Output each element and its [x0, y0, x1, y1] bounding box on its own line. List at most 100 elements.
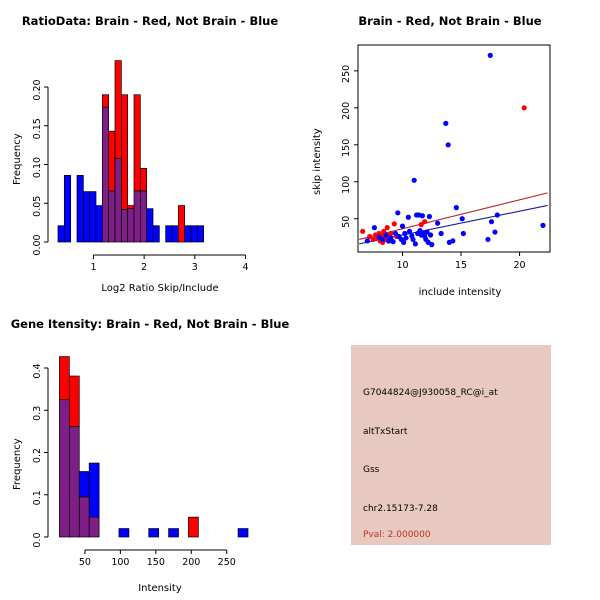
hist-bar	[57, 225, 65, 243]
plot-frame	[357, 44, 551, 253]
ratio-hist-yaxis: 0.00 0.05 0.10 0.15 0.20	[32, 79, 49, 256]
scatter-point	[403, 235, 409, 241]
scatter-point	[424, 229, 430, 235]
x-tick-label: 3	[192, 262, 198, 273]
x-tick-label: 150	[147, 557, 165, 568]
ratio-hist-bars	[57, 60, 205, 243]
hist-bar-top	[88, 462, 100, 518]
hist-bar	[95, 205, 103, 243]
scatter-point	[392, 230, 399, 237]
ratio-hist-title: RatioData: Brain - Red, Not Brain - Blue	[21, 14, 279, 28]
hist-bar	[146, 208, 154, 243]
scatter-point	[412, 241, 418, 247]
hist-bar	[184, 225, 192, 243]
x-tick-label: 10	[396, 260, 408, 271]
x-tick-label: 200	[182, 557, 200, 568]
scatter-yaxis: 50 100 150 200 250	[341, 65, 358, 228]
scatter-point	[371, 225, 377, 231]
scatter-point	[405, 214, 411, 220]
x-tick-label: 50	[79, 557, 91, 568]
gene-hist-xaxis: 50 100 150 200 250	[79, 549, 236, 568]
scatter-point	[390, 239, 396, 245]
scatter-point	[426, 213, 433, 220]
hist-bar-overlap	[127, 208, 135, 243]
hist-bar-overlap	[78, 496, 90, 538]
gene-hist-yaxis: 0.0 0.1 0.2 0.3 0.4	[32, 363, 49, 548]
hist-bar	[190, 225, 198, 243]
hist-bar-top	[101, 94, 110, 108]
scatter-point	[494, 212, 500, 218]
x-tick-label: 250	[218, 557, 236, 568]
scatter-point	[460, 230, 466, 237]
hist-bar-top	[133, 94, 141, 192]
hist-bar-top	[120, 94, 129, 210]
info-gene: Gss	[363, 465, 380, 475]
scatter-points	[360, 52, 546, 248]
ratio-hist-xaxis: 1 2 3 4	[90, 254, 248, 273]
hist-bar	[63, 175, 72, 243]
hist-bar-overlap	[101, 106, 110, 243]
hist-bar	[165, 225, 173, 243]
scatter-point	[384, 225, 390, 231]
scatter-point	[383, 232, 389, 238]
scatter-plot: 50 100 150 200 250 10 15 20	[341, 44, 551, 271]
panel-scatter: Brain - Red, Not Brain - Blue skip inten…	[300, 0, 600, 300]
scatter-title: Brain - Red, Not Brain - Blue	[358, 14, 542, 28]
x-tick-label: 1	[90, 262, 96, 273]
gene-histogram-plot: 0.0 0.1 0.2 0.3 0.4 50 100 150 200 250	[32, 356, 249, 568]
scatter-point	[388, 230, 394, 237]
hist-bar	[76, 175, 84, 243]
y-tick-label: 0.3	[32, 406, 43, 421]
x-tick-label: 15	[455, 260, 467, 271]
panel-gene-histogram: Gene Itensity: Brain - Red, Not Brain - …	[0, 300, 300, 600]
y-tick-label: 250	[341, 65, 352, 83]
scatter-point	[487, 52, 493, 58]
hist-bar	[168, 528, 179, 538]
info-locus: chr2.15173-7.28	[363, 504, 438, 514]
hist-bar	[188, 516, 199, 538]
scatter-point	[411, 177, 417, 183]
hist-bar-overlap	[114, 157, 122, 243]
scatter-point	[459, 216, 465, 222]
scatter-point	[402, 230, 408, 237]
scatter-point	[445, 142, 451, 148]
hist-bar	[196, 225, 205, 243]
hist-bar-top	[127, 205, 135, 210]
hist-bar-overlap	[120, 209, 129, 243]
gene-hist-bars	[59, 356, 249, 538]
scatter-point	[485, 236, 491, 243]
scatter-point	[438, 230, 444, 237]
scatter-point	[521, 105, 527, 111]
y-tick-label: 0.20	[32, 79, 43, 100]
scatter-xaxis: 10 15 20	[396, 252, 526, 271]
x-tick-label: 4	[242, 262, 248, 273]
scatter-point	[360, 228, 366, 234]
hist-bar	[148, 528, 160, 538]
scatter-point	[488, 219, 495, 225]
hist-bar-overlap	[139, 190, 148, 243]
y-tick-label: 50	[341, 216, 352, 228]
hist-bar-top	[108, 130, 116, 192]
x-tick-label: 20	[514, 260, 526, 271]
scatter-point	[443, 120, 449, 126]
info-probe-id: G7044824@J930058_RC@i_at	[363, 388, 498, 398]
y-tick-label: 0.2	[32, 448, 43, 463]
ratio-hist-xlabel: Log2 Ratio Skip/Include	[101, 283, 219, 294]
scatter-point	[395, 210, 401, 216]
info-event-type: altTxStart	[363, 427, 408, 437]
hist-bar	[177, 205, 186, 243]
hist-bar-top	[59, 356, 70, 401]
y-tick-label: 150	[341, 139, 352, 157]
hist-bar-overlap	[59, 399, 70, 538]
hist-bar	[237, 528, 249, 538]
scatter-point	[406, 228, 413, 234]
hist-bar	[82, 191, 91, 243]
scatter-point	[427, 232, 434, 238]
y-tick-label: 0.0	[32, 532, 43, 547]
scatter-point	[453, 205, 459, 211]
x-tick-label: 100	[111, 557, 129, 568]
scatter-point	[418, 222, 424, 228]
hist-bar-top	[114, 60, 122, 159]
ratio-histogram-plot: 0.00 0.05 0.10 0.15 0.20 1 2 3 4	[32, 60, 248, 273]
